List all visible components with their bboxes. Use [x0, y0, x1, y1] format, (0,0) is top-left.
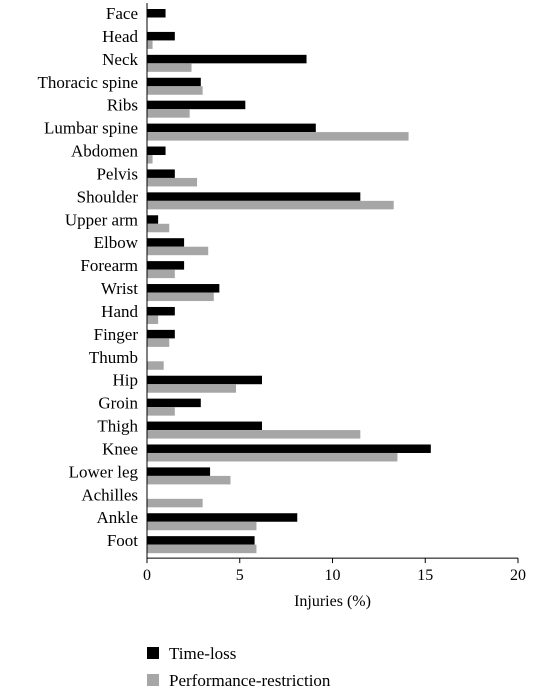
x-axis-title: Injuries (%) [294, 593, 371, 610]
performance-restriction-bar [147, 40, 153, 49]
performance-restriction-bar [147, 223, 170, 233]
category-label: Abdomen [71, 142, 139, 161]
performance-restriction-bar [147, 430, 361, 439]
performance-restriction-bar [147, 315, 159, 324]
performance-restriction-bar [147, 269, 175, 279]
legend-label: Performance-restriction [169, 671, 331, 690]
x-tick-label: 5 [236, 567, 244, 584]
time-loss-bar [147, 238, 185, 247]
performance-restriction-bar [147, 109, 190, 118]
category-label: Face [106, 4, 138, 23]
time-loss-bar [147, 31, 175, 41]
time-loss-bar [147, 398, 201, 408]
performance-restriction-bar [147, 246, 209, 256]
performance-restriction-bar [147, 86, 203, 95]
legend-label: Time-loss [169, 644, 236, 663]
x-axis-ticks: 0 5 10 15 20 [143, 558, 526, 584]
time-loss-bar [147, 329, 175, 339]
time-loss-bar [147, 9, 166, 18]
performance-restriction-bar [147, 521, 257, 531]
category-label: Hand [101, 302, 138, 321]
legend-swatch [147, 674, 159, 686]
category-label: Groin [98, 394, 138, 413]
time-loss-bar [147, 444, 431, 453]
performance-restriction-bar [147, 132, 409, 141]
time-loss-bar [147, 421, 263, 431]
performance-restriction-bar [147, 338, 170, 347]
x-tick-label: 20 [510, 567, 526, 584]
category-label: Upper arm [65, 210, 138, 229]
category-label: Thumb [89, 348, 138, 367]
category-labels: Face Head Neck Thoracic spine Ribs Lumbar spi… [37, 4, 138, 550]
time-loss-bar [147, 215, 159, 224]
time-loss-bar [147, 169, 175, 178]
performance-restriction-bar [147, 544, 257, 554]
performance-restriction-bar [147, 155, 153, 164]
bars-layer [147, 9, 431, 554]
performance-restriction-bar [147, 63, 192, 72]
category-label: Hip [113, 371, 139, 390]
category-label: Lower leg [69, 462, 139, 481]
category-label: Thigh [97, 417, 138, 436]
category-label: Achilles [81, 485, 138, 504]
performance-restriction-bar [147, 407, 175, 416]
x-tick-label: 0 [143, 567, 151, 584]
category-label: Shoulder [77, 187, 139, 206]
category-label: Foot [107, 531, 138, 550]
performance-restriction-bar [147, 384, 237, 393]
time-loss-bar [147, 123, 316, 133]
category-label: Elbow [94, 233, 139, 252]
category-label: Head [102, 27, 138, 46]
category-label: Ribs [107, 96, 138, 115]
performance-restriction-bar [147, 200, 394, 210]
time-loss-bar [147, 261, 185, 270]
category-label: Knee [102, 439, 138, 458]
legend: Time-loss Performance-restriction [147, 644, 331, 690]
performance-restriction-bar [147, 361, 164, 370]
time-loss-bar [147, 146, 166, 156]
x-tick-label: 10 [325, 567, 341, 584]
category-label: Ankle [96, 508, 138, 527]
x-tick-label: 15 [417, 567, 433, 584]
category-label: Lumbar spine [44, 119, 138, 138]
performance-restriction-bar [147, 452, 398, 462]
time-loss-bar [147, 536, 255, 545]
time-loss-bar [147, 192, 361, 201]
time-loss-bar [147, 513, 298, 522]
category-label: Forearm [80, 256, 138, 275]
performance-restriction-bar [147, 498, 203, 508]
category-label: Finger [94, 325, 139, 344]
time-loss-bar [147, 375, 263, 385]
time-loss-bar [147, 54, 307, 64]
time-loss-bar [147, 467, 211, 476]
time-loss-bar [147, 77, 201, 87]
category-label: Thoracic spine [37, 73, 138, 92]
performance-restriction-bar [147, 475, 231, 485]
time-loss-bar [147, 306, 175, 316]
category-label: Neck [102, 50, 138, 69]
performance-restriction-bar [147, 177, 198, 187]
time-loss-bar [147, 284, 220, 293]
category-label: Wrist [101, 279, 138, 298]
category-label: Pelvis [96, 164, 138, 183]
time-loss-bar [147, 100, 246, 110]
performance-restriction-bar [147, 292, 214, 302]
legend-swatch [147, 647, 159, 659]
